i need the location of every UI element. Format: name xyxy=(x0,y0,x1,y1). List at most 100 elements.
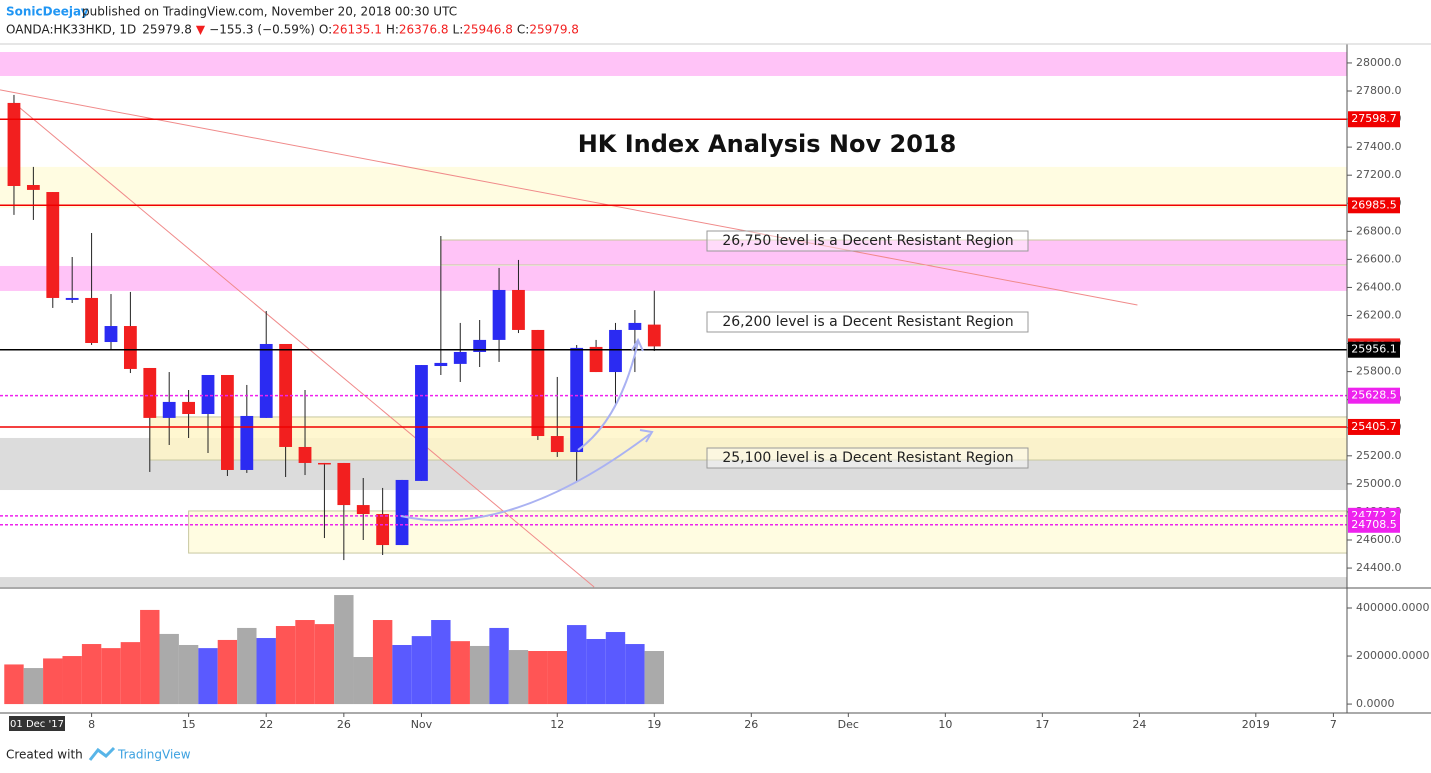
price-badge-label: 27598.7 xyxy=(1351,112,1397,125)
arrow xyxy=(577,341,639,451)
candle-body xyxy=(570,347,584,453)
y-tick-label: 24600.0 xyxy=(1356,533,1402,546)
x-tick-label: 26 xyxy=(744,718,758,731)
y-tick-label: 0.0000 xyxy=(1356,697,1395,710)
legend-item: ▼ xyxy=(196,23,206,37)
annotation-box xyxy=(706,447,1029,469)
legend-item: 25979.8 xyxy=(529,23,579,37)
main-layer: 24400.024600.024800.025000.025200.025400… xyxy=(0,51,1429,731)
volume-bar xyxy=(547,651,567,705)
candle-body xyxy=(589,346,603,373)
volume-bar xyxy=(450,641,470,705)
arrow-head xyxy=(631,337,644,352)
volume-bar xyxy=(275,626,296,705)
candle-body xyxy=(162,401,176,418)
x-tick-label: 26 xyxy=(337,718,351,731)
volume-bar xyxy=(81,644,102,705)
volume-bar xyxy=(508,650,529,705)
author[interactable]: SonicDeejay xyxy=(6,5,89,19)
published: published on TradingView.com, November 2… xyxy=(82,5,457,19)
candle-body xyxy=(123,326,137,369)
zone xyxy=(188,510,1348,554)
annotation: 26,750 level is a Decent Resistant Regio… xyxy=(722,233,1013,249)
candle-body xyxy=(201,374,215,414)
candle-body xyxy=(376,514,390,546)
zone xyxy=(0,166,1347,209)
volume-bar xyxy=(23,668,44,705)
zone xyxy=(0,51,1347,76)
arrow-head xyxy=(639,429,654,443)
price-badge xyxy=(1348,418,1400,435)
volume-bar xyxy=(295,620,315,705)
price-badge-label: 26985.5 xyxy=(1351,198,1397,211)
volume-bar xyxy=(528,651,548,705)
candle-body xyxy=(415,365,428,481)
volume-bar xyxy=(140,609,160,705)
candle-body xyxy=(512,289,525,330)
price-badge-label: 25405.7 xyxy=(1351,420,1397,433)
candle-body xyxy=(65,297,79,300)
footer-brand[interactable]: TradingView xyxy=(117,748,191,762)
volume-bar xyxy=(237,627,257,705)
legend-item: L: xyxy=(453,23,464,37)
y-tick-label: 24400.0 xyxy=(1356,561,1402,574)
y-tick-label: 25800.0 xyxy=(1356,365,1402,378)
volume-bar xyxy=(334,595,354,705)
legend-item: O: xyxy=(319,23,332,37)
legend-item: H: xyxy=(386,23,399,37)
candle-body xyxy=(337,462,351,506)
volume-bar xyxy=(431,620,451,705)
x-tick-label: 2019 xyxy=(1242,718,1270,731)
candle-body xyxy=(221,374,234,470)
price-badge xyxy=(1348,387,1400,404)
x-tick-label: 19 xyxy=(647,718,661,731)
logo xyxy=(88,746,116,761)
volume-bar xyxy=(372,620,393,705)
x-tick-label: 10 xyxy=(938,718,952,731)
x-tick-label: Nov xyxy=(411,718,433,731)
candle-body xyxy=(647,324,661,347)
y-tick-label: 27200.0 xyxy=(1356,168,1402,181)
zone xyxy=(0,265,1347,291)
legend-item: −155.3 (−0.59%) xyxy=(209,23,315,37)
legend-item: 26135.1 xyxy=(332,23,382,37)
candle-body xyxy=(85,297,98,344)
legend-item: 25979.8 xyxy=(142,23,192,37)
x-tick-label: 7 xyxy=(1330,718,1337,731)
candle-body xyxy=(473,339,487,352)
x-tick-label: 12 xyxy=(550,718,564,731)
volume-bar xyxy=(411,636,432,705)
zone xyxy=(0,577,1347,587)
volume-bar xyxy=(62,656,82,705)
annotation: 25,100 level is a Decent Resistant Regio… xyxy=(722,450,1013,466)
candle-body xyxy=(531,329,545,437)
y-tick-label: 200000.0000 xyxy=(1356,649,1429,662)
y-tick-label: 25000.0 xyxy=(1356,477,1402,490)
volume-bar xyxy=(392,644,412,705)
volume-bar xyxy=(217,639,238,705)
candle-body xyxy=(7,102,21,186)
candle-body xyxy=(550,436,564,453)
candle-body xyxy=(318,462,331,465)
volume-bar xyxy=(159,633,179,705)
price-badge xyxy=(1348,341,1400,358)
annotation-box xyxy=(706,230,1029,252)
candle-body xyxy=(143,367,157,418)
candle-body xyxy=(628,322,642,330)
y-tick-label: 27400.0 xyxy=(1356,140,1402,153)
x-tick-label: Dec xyxy=(838,718,859,731)
candle-body xyxy=(259,343,273,418)
price-badge-label: 24708.5 xyxy=(1351,518,1397,531)
candle-body xyxy=(609,329,622,373)
candle-body xyxy=(492,289,506,340)
arrow xyxy=(400,433,651,522)
legend-item: 25946.8 xyxy=(463,23,513,37)
x-tick-label: 22 xyxy=(259,718,273,731)
volume-bar xyxy=(120,642,141,705)
price-badge xyxy=(1348,516,1400,533)
candle-body xyxy=(356,505,370,515)
y-tick-label: 28000.0 xyxy=(1356,56,1402,69)
candle-body xyxy=(182,401,196,414)
volume-bar xyxy=(605,632,626,705)
